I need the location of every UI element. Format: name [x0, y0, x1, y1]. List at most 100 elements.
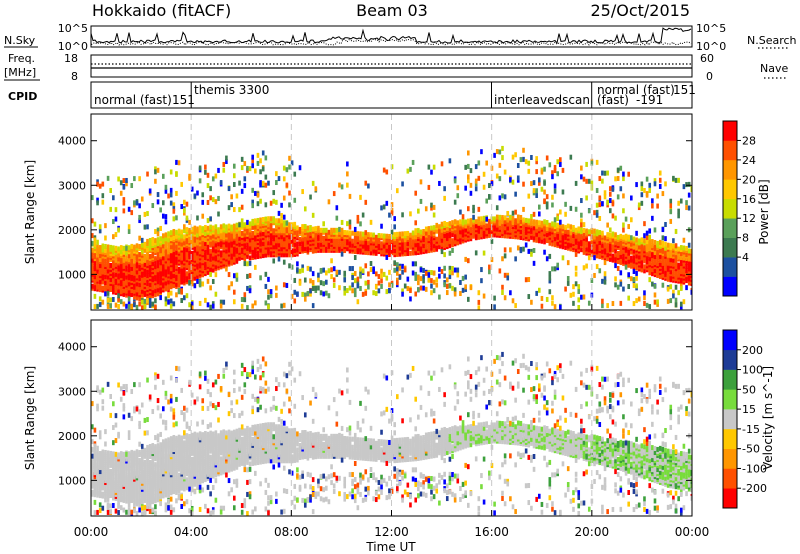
- power-cell: [545, 296, 549, 302]
- power-cell: [351, 238, 354, 244]
- power-cell: [240, 188, 244, 194]
- power-cell: [267, 294, 270, 300]
- power-cell: [430, 235, 433, 241]
- power-cell: [553, 217, 557, 223]
- power-cell: [180, 181, 183, 187]
- power-cell: [669, 203, 673, 209]
- power-cell: [319, 280, 323, 286]
- power-cell: [516, 214, 520, 220]
- power-cell: [183, 250, 186, 256]
- power-cell: [101, 299, 105, 305]
- cpid-seg5-value: -191: [636, 93, 663, 107]
- velocity-cell: [96, 478, 99, 484]
- power-cell: [319, 267, 323, 273]
- power-cell: [382, 204, 386, 210]
- power-cell: [91, 283, 94, 289]
- power-cell: [269, 289, 273, 295]
- power-cell: [535, 290, 538, 296]
- power-cell: [151, 281, 155, 287]
- power-cell: [580, 247, 583, 253]
- power-cell: [301, 189, 304, 195]
- velocity-cell: [127, 510, 131, 516]
- power-cell: [146, 224, 149, 230]
- power-cell: [456, 224, 460, 230]
- power-cell: [140, 237, 144, 243]
- power-cell: [98, 271, 102, 277]
- power-cell: [169, 303, 173, 309]
- power-cell: [443, 273, 446, 279]
- power-cell: [635, 237, 638, 243]
- power-cell: [232, 163, 236, 169]
- power-cell: [435, 228, 439, 234]
- velocity-cell: [91, 446, 94, 452]
- velocity-cell: [104, 441, 107, 447]
- power-cell: [501, 215, 504, 221]
- power-cell: [230, 224, 233, 230]
- velocity-cell: [93, 460, 97, 466]
- power-cell: [396, 266, 399, 272]
- power-cell: [622, 286, 625, 292]
- power-cell: [154, 169, 157, 175]
- power-cell: [217, 227, 220, 233]
- power-cell: [101, 265, 105, 271]
- power-cell: [643, 221, 646, 227]
- power-cell: [469, 168, 473, 174]
- power-cell: [380, 233, 383, 239]
- power-cell: [569, 205, 573, 211]
- power-cell: [679, 301, 683, 307]
- power-cell: [411, 159, 415, 165]
- power-cell: [151, 291, 155, 297]
- power-cell: [317, 277, 320, 283]
- power-cell: [340, 251, 344, 257]
- velocity-cell: [93, 510, 97, 516]
- power-cell: [351, 275, 354, 281]
- power-cell: [682, 261, 686, 267]
- power-cell: [96, 181, 99, 187]
- power-cell: [140, 305, 144, 310]
- power-cell: [330, 267, 333, 273]
- power-cell: [282, 214, 286, 220]
- power-cell: [635, 283, 638, 289]
- power-cell: [196, 226, 199, 232]
- power-cell: [417, 208, 420, 214]
- power-cell: [232, 273, 236, 279]
- power-cell: [93, 304, 97, 310]
- power-cell: [343, 270, 347, 276]
- power-cell: [356, 280, 360, 286]
- power-cell: [519, 246, 523, 252]
- power-cell: [611, 201, 615, 207]
- power-cell: [251, 199, 254, 205]
- velocity-cell: [96, 387, 99, 393]
- power-cell: [167, 292, 170, 298]
- power-cell: [311, 303, 315, 309]
- power-cell: [608, 191, 612, 197]
- velocity-cell: [122, 493, 126, 499]
- power-cell: [104, 291, 107, 297]
- power-cell: [272, 258, 276, 264]
- power-cell: [172, 206, 176, 212]
- power-cell: [201, 242, 205, 248]
- power-cell: [159, 207, 162, 213]
- freq-label: Freq.: [8, 52, 35, 65]
- power-cell: [551, 194, 554, 200]
- power-cell: [214, 291, 218, 297]
- nsearch-tick-bottom: 10^0: [696, 40, 726, 53]
- power-cell: [474, 186, 478, 192]
- freq-tick-bottom: 8: [71, 70, 78, 83]
- power-cell: [506, 275, 510, 281]
- power-cell: [256, 201, 260, 207]
- power-cell: [251, 163, 254, 169]
- power-cell: [327, 293, 331, 299]
- power-cell: [167, 193, 170, 199]
- power-cell: [209, 224, 212, 230]
- power-cell: [556, 226, 559, 232]
- power-cell: [148, 188, 152, 194]
- power-cell: [264, 271, 268, 277]
- power-cell: [206, 245, 210, 251]
- power-cell: [627, 272, 630, 278]
- power-cell: [93, 264, 97, 270]
- power-cell: [661, 227, 665, 233]
- power-cell: [448, 250, 452, 256]
- power-cell: [159, 278, 162, 284]
- power-cell: [440, 269, 444, 275]
